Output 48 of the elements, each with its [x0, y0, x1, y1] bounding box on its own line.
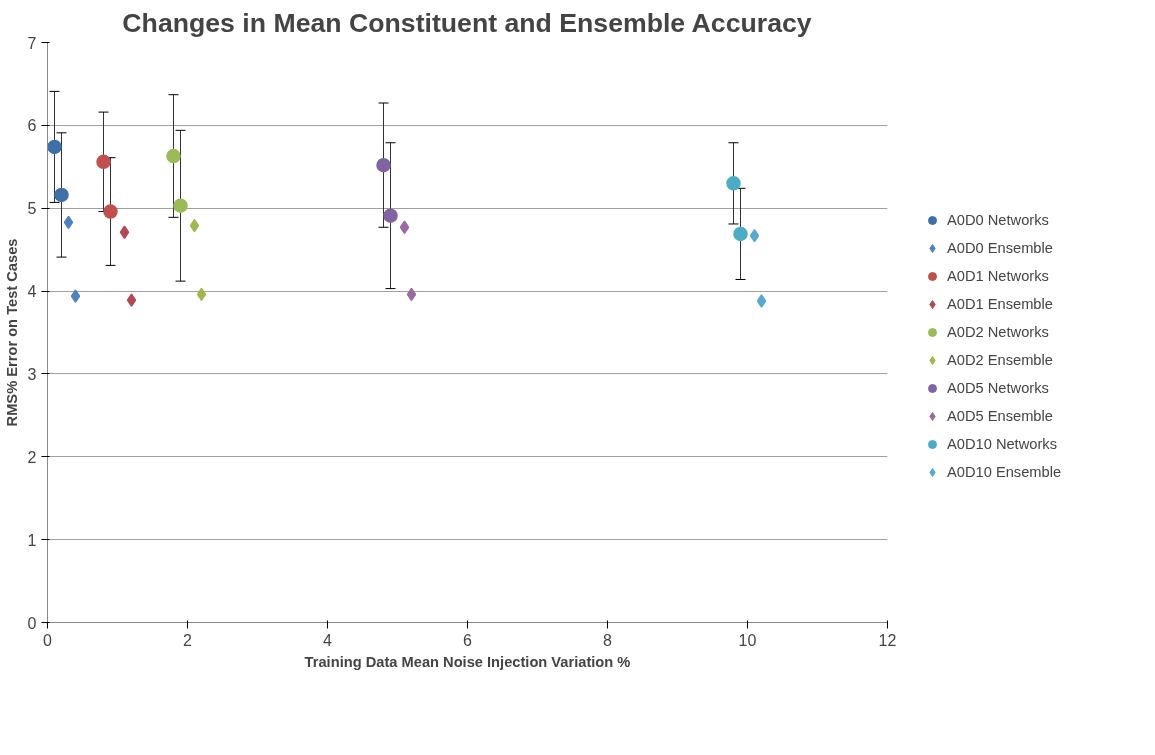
point [749, 228, 760, 243]
point [399, 220, 410, 235]
legend-label: A0D5 Networks [947, 380, 1049, 396]
legend-label: A0D0 Networks [947, 212, 1049, 228]
x-tick-label: 10 [738, 631, 757, 649]
point [119, 225, 130, 239]
y-tick-label: 3 [27, 365, 37, 383]
point [103, 204, 118, 219]
x-axis-title: Training Data Mean Noise Injection Variation % [304, 653, 631, 670]
legend-label: A0D2 Ensemble [947, 352, 1053, 368]
x-tick-label: 0 [43, 631, 53, 649]
legend-label: A0D1 Networks [947, 268, 1049, 284]
point [726, 176, 741, 191]
y-tick-label: 7 [27, 34, 37, 52]
point [376, 157, 391, 173]
x-tick-label: 6 [463, 631, 473, 649]
x-tick-label: 2 [183, 631, 193, 649]
point [70, 289, 81, 303]
point [189, 218, 200, 233]
point [756, 294, 767, 308]
point [54, 187, 69, 203]
point [47, 139, 62, 155]
legend-label: A0D0 Ensemble [947, 240, 1053, 256]
y-tick-label: 5 [27, 200, 37, 218]
point [733, 226, 748, 242]
legend-label: A0D10 Networks [947, 436, 1057, 452]
legend-label: A0D5 Ensemble [947, 408, 1053, 424]
point [63, 215, 74, 230]
point [383, 208, 398, 223]
x-tick-label: 4 [323, 631, 333, 649]
x-tick-label: 12 [878, 631, 897, 649]
y-tick-label: 0 [27, 614, 37, 632]
x-tick-label: 8 [603, 631, 613, 649]
chart-title: Changes in Mean Constituent and Ensemble Accuracy [122, 7, 812, 38]
point [126, 293, 137, 307]
point [96, 154, 111, 170]
point [173, 198, 188, 213]
legend-label: A0D2 Networks [947, 324, 1049, 340]
legend-label: A0D10 Ensemble [947, 464, 1062, 480]
point [166, 148, 181, 164]
y-axis-title: RMS% Error on Test Cases [3, 238, 20, 427]
y-tick-label: 6 [27, 117, 37, 135]
point [196, 287, 207, 302]
legend-label: A0D1 Ensemble [947, 296, 1053, 312]
y-tick-label: 4 [27, 283, 37, 301]
y-tick-label: 2 [27, 448, 37, 466]
y-tick-label: 1 [27, 531, 37, 549]
point [406, 287, 417, 302]
